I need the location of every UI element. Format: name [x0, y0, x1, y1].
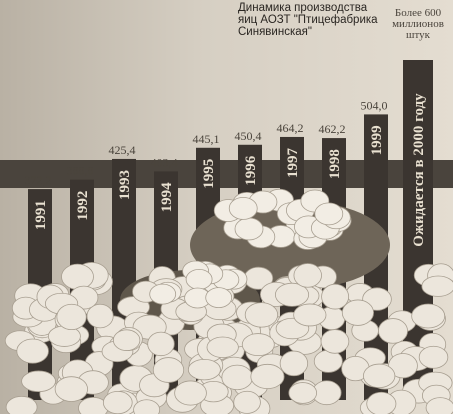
value-label: 504,0: [361, 98, 388, 112]
category-label: 1999: [369, 125, 385, 155]
egg: [152, 357, 185, 383]
egg: [86, 303, 114, 329]
category-label: 1991: [33, 200, 49, 230]
category-label: 1994: [159, 182, 175, 213]
egg: [293, 303, 327, 327]
category-label: 1996: [243, 155, 259, 186]
egg: [421, 275, 453, 297]
egg: [102, 390, 133, 414]
egg: [228, 196, 258, 220]
egg: [313, 349, 343, 373]
eggs: [4, 188, 453, 414]
egg: [388, 353, 418, 379]
egg: [56, 303, 87, 331]
egg: [293, 263, 322, 288]
egg: [320, 329, 350, 354]
value-label: 462,2: [319, 122, 346, 136]
egg: [61, 263, 94, 290]
egg: [279, 350, 309, 377]
egg: [133, 399, 161, 414]
egg: [54, 376, 88, 402]
category-label: Ожидается в 2000 году: [411, 93, 427, 247]
egg: [341, 299, 374, 326]
value-label: Более 600 миллионов штук: [392, 7, 444, 41]
category-label: 1993: [117, 170, 133, 200]
egg: [363, 363, 396, 389]
egg: [112, 329, 141, 351]
egg: [233, 390, 261, 414]
egg: [185, 268, 213, 290]
category-label: 1997: [285, 147, 301, 178]
value-label: 403,4: [151, 155, 178, 169]
category-label: 1998: [327, 149, 343, 179]
egg: [174, 380, 207, 406]
egg: [21, 370, 56, 393]
category-label: 1992: [75, 191, 91, 221]
egg: [321, 283, 350, 310]
egg: [274, 282, 310, 307]
value-label: 425,4: [109, 143, 136, 157]
egg: [5, 395, 38, 414]
egg: [147, 331, 175, 357]
egg: [221, 364, 253, 391]
egg: [411, 303, 446, 329]
egg: [206, 336, 239, 358]
value-label: 445,1: [193, 132, 220, 146]
value-label: 450,4: [235, 129, 262, 143]
egg: [314, 202, 344, 226]
egg: [241, 333, 275, 357]
egg: [425, 397, 453, 414]
category-label: 1995: [201, 159, 217, 189]
egg: [244, 302, 279, 328]
egg: [205, 287, 233, 309]
egg: [187, 358, 221, 381]
egg: [288, 382, 318, 404]
value-label: 464,2: [277, 121, 304, 135]
egg: [418, 345, 449, 369]
egg: [378, 318, 408, 344]
value-label: 388,8: [67, 164, 94, 178]
chart-title: Динамика производства яиц АОЗТ "Птицефаб…: [238, 2, 378, 38]
egg: [16, 338, 49, 364]
egg: [366, 391, 397, 414]
value-label: 372,2: [25, 173, 52, 187]
egg: [234, 217, 264, 241]
egg: [250, 363, 285, 390]
egg: [149, 283, 177, 305]
